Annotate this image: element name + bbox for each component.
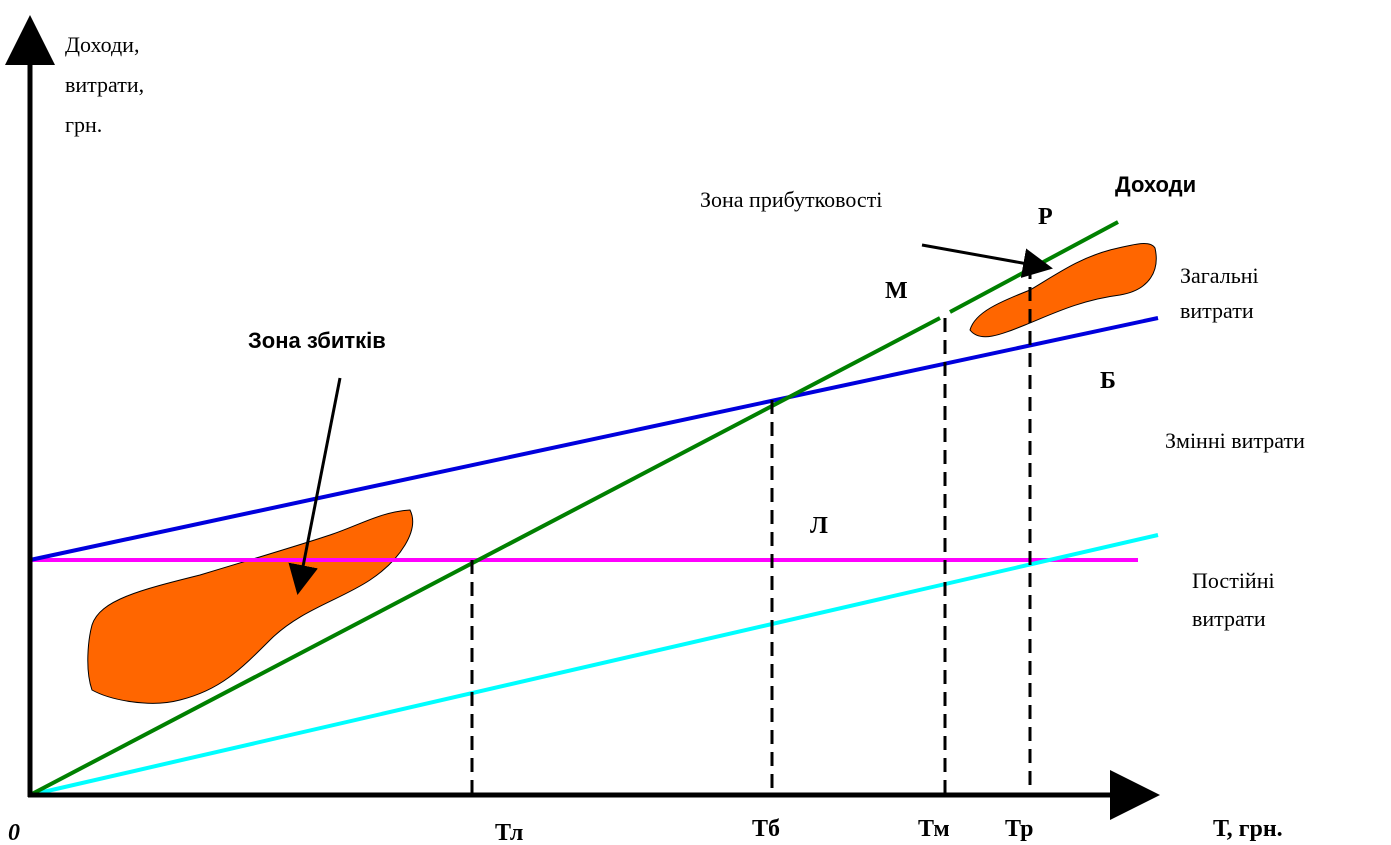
- point-label: М: [885, 278, 908, 304]
- point-label: Б: [1100, 368, 1116, 394]
- x-mark-label: Тр: [1005, 816, 1033, 842]
- revenue-line: [30, 318, 940, 795]
- x-axis-label: Т, грн.: [1213, 816, 1283, 842]
- x-mark-label: Тл: [495, 820, 523, 845]
- y-label: Доходи,: [65, 32, 139, 57]
- origin-label: 0: [8, 820, 20, 845]
- total-costs-label: витрати: [1180, 298, 1254, 323]
- total-costs-line: [30, 318, 1158, 560]
- total-costs-label: Загальні: [1180, 263, 1259, 288]
- point-label: Р: [1038, 204, 1053, 230]
- loss-zone-label: Зона збитків: [248, 328, 386, 353]
- y-label: грн.: [65, 112, 102, 137]
- y-label: витрати,: [65, 72, 144, 97]
- variable-costs-label: Змінні витрати: [1165, 428, 1305, 453]
- revenue-label: Доходи: [1115, 172, 1196, 197]
- profit-zone-label: Зона прибутковості: [700, 187, 882, 212]
- x-mark-label: Тб: [752, 816, 780, 842]
- fixed-costs-label: витрати: [1192, 606, 1266, 631]
- pointer-arrow: [922, 245, 1050, 268]
- point-label: Л: [810, 513, 828, 539]
- x-mark-label: Тм: [918, 816, 950, 842]
- fixed-costs-label: Постійні: [1192, 568, 1275, 593]
- diagram: Доходи, витрати, грн. Доходи Зона прибут…: [0, 0, 1391, 845]
